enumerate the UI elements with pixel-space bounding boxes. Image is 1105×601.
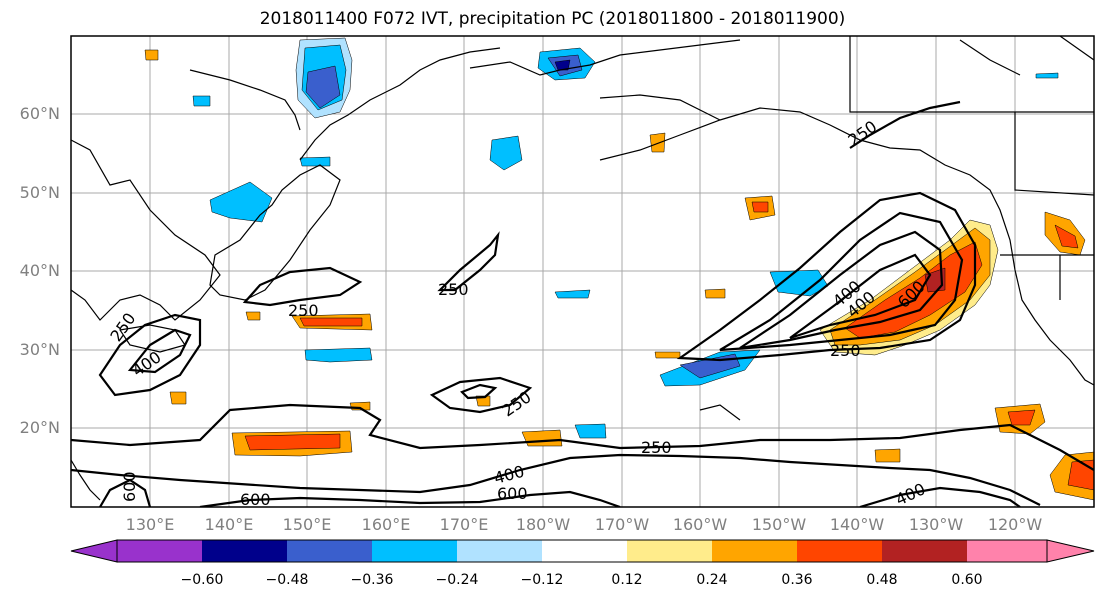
lon-label: 140°E [204,515,254,534]
colorbar-tick-label: 0.48 [866,572,898,588]
lon-label: 160°E [361,515,411,534]
colorbar-tick-label: 0.12 [611,572,643,588]
contour-label: 250 [641,438,672,457]
lon-label: 170°W [594,515,650,534]
map-title: 2018011400 F072 IVT, precipitation PC (2… [259,9,846,29]
colorbar [70,539,1095,563]
lon-label: 140°W [829,515,885,534]
colorbar-bin [967,540,1047,562]
colorbar-bin [712,540,797,562]
map-panel: 250 250 250 250 250 250 250 400 400 400 … [71,36,1094,509]
colorbar-bin [287,540,372,562]
colorbar-min-extend [70,539,118,563]
lon-label: 150°W [751,515,807,534]
lat-label: 30°N [19,340,60,359]
colorbar-tick-label: −0.60 [180,572,224,588]
lon-label: 130°W [908,515,964,534]
lon-label: 160°W [672,515,728,534]
colorbar-bin [542,540,627,562]
ivt-contours [71,100,1094,507]
colorbar-tick-label: −0.24 [435,572,479,588]
colorbar-bin [202,540,287,562]
coastlines [71,36,1094,501]
colorbar-bin [797,540,882,562]
colorbar-tick-label: −0.36 [350,572,394,588]
colorbar-tick-label: 0.36 [781,572,813,588]
negative-precip-patches [192,37,1059,439]
lon-label: 180°W [515,515,571,534]
colorbar-tick-label: 0.24 [696,572,728,588]
lon-label: 130°E [125,515,175,534]
contour-label: 250 [830,341,861,360]
lon-label: 120°W [987,515,1043,534]
contour-label: 250 [288,301,319,320]
contour-label: 600 [240,490,271,509]
colorbar-bin [457,540,542,562]
colorbar-tick-label: −0.48 [265,572,309,588]
colorbar-max-extend [1046,539,1095,563]
colorbar-bin [372,540,457,562]
contour-label: 600 [497,484,528,503]
contour-label: 600 [120,471,139,502]
gridlines [71,36,1094,507]
lat-label: 50°N [19,183,60,202]
lat-label: 20°N [19,418,60,437]
contour-label: 250 [438,280,469,299]
colorbar-bin [627,540,712,562]
map-frame [70,35,1095,508]
lat-label: 60°N [19,104,60,123]
colorbar-tick-label: −0.12 [520,572,564,588]
lon-label: 170°E [439,515,489,534]
lat-label: 40°N [19,261,60,280]
colorbar-bin [117,540,202,562]
lon-label: 150°E [282,515,332,534]
colorbar-bin [882,540,967,562]
colorbar-tick-label: 0.60 [951,572,983,588]
